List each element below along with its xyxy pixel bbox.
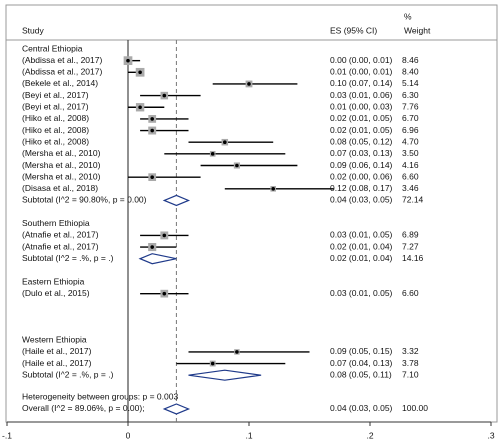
weight: 3.50 — [402, 148, 419, 158]
point-estimate — [223, 140, 227, 144]
study-label: (Haile et al., 2017) — [22, 346, 92, 356]
study-label: Overall (I^2 = 89.06%, p = 0.00); — [22, 403, 145, 413]
es-ci: 0.03 (0.01, 0.05) — [330, 288, 393, 298]
x-tick-label: .3 — [487, 430, 494, 440]
es-ci: 0.02 (0.01, 0.04) — [330, 241, 393, 251]
study-label: (Atnafie et al., 2017) — [22, 230, 99, 240]
study-label: (Bekele et al., 2014) — [22, 78, 98, 88]
x-tick-label: -.1 — [2, 430, 12, 440]
study-label: Subtotal (I^2 = .%, p = .) — [22, 253, 114, 263]
point-estimate — [210, 361, 215, 366]
es-ci: 0.03 (0.01, 0.06) — [330, 90, 393, 100]
x-tick-label: 0 — [126, 430, 131, 440]
point-estimate — [235, 163, 239, 168]
pooled-diamond — [162, 403, 191, 415]
header-study: Study — [22, 25, 44, 35]
study-label: (Beyi et al., 2017) — [22, 102, 89, 112]
study-label: (Mersha et al., 2010) — [22, 160, 101, 170]
study-label: Subtotal (I^2 = 90.80%, p = 0.00) — [22, 195, 147, 205]
weight: 6.96 — [402, 125, 419, 135]
es-ci: 0.09 (0.05, 0.15) — [330, 346, 393, 356]
pooled-diamond — [138, 253, 177, 265]
pooled-diamond — [162, 194, 191, 207]
header-es: ES (95% CI) — [330, 25, 377, 35]
point-estimate — [138, 70, 142, 75]
heterogeneity: Heterogeneity between groups: p = 0.003 — [22, 392, 178, 402]
es-ci: 0.04 (0.03, 0.05) — [330, 403, 393, 413]
group-label: Western Ethiopia — [22, 335, 87, 345]
es-ci: 0.02 (0.01, 0.04) — [330, 253, 393, 263]
study-label: (Abdissa et al., 2017) — [22, 67, 102, 77]
es-ci: 0.04 (0.03, 0.05) — [330, 195, 393, 205]
study-label: (Beyi et al., 2017) — [22, 90, 89, 100]
weight: 7.10 — [402, 369, 419, 379]
point-estimate — [271, 187, 276, 191]
weight: 6.89 — [402, 230, 419, 240]
es-ci: 0.07 (0.03, 0.13) — [330, 148, 393, 158]
point-estimate — [247, 82, 251, 86]
weight: 4.16 — [402, 160, 419, 170]
es-ci: 0.08 (0.05, 0.11) — [330, 369, 392, 379]
point-estimate — [150, 117, 154, 121]
study-label: (Disasa et al., 2018) — [22, 183, 98, 193]
weight: 6.60 — [402, 171, 419, 181]
weight: 14.16 — [402, 253, 424, 263]
weight: 6.30 — [402, 90, 419, 100]
weight: 72.14 — [402, 195, 424, 205]
point-estimate — [235, 350, 239, 354]
study-label: Subtotal (I^2 = .%, p = .) — [22, 369, 114, 379]
study-label: (Abdissa et al., 2017) — [22, 55, 102, 65]
weight: 6.60 — [402, 288, 419, 298]
weight: 7.76 — [402, 102, 419, 112]
study-label: (Haile et al., 2017) — [22, 358, 92, 368]
point-estimate — [210, 152, 215, 156]
weight: 5.14 — [402, 78, 419, 88]
es-ci: 0.09 (0.06, 0.14) — [330, 160, 393, 170]
es-ci: 0.10 (0.07, 0.14) — [330, 78, 393, 88]
point-estimate — [126, 58, 130, 63]
point-estimate — [162, 93, 167, 98]
weight: 3.78 — [402, 358, 419, 368]
weight: 7.27 — [402, 241, 419, 251]
es-ci: 0.03 (0.01, 0.05) — [330, 230, 393, 240]
es-ci: 0.01 (0.00, 0.01) — [330, 67, 393, 77]
es-ci: 0.00 (0.00, 0.01) — [330, 55, 393, 65]
point-estimate — [150, 128, 154, 133]
x-tick-label: .1 — [245, 430, 252, 440]
weight: 6.70 — [402, 113, 419, 123]
es-ci: 0.02 (0.01, 0.05) — [330, 125, 393, 135]
point-estimate — [138, 105, 142, 110]
es-ci: 0.08 (0.05, 0.12) — [330, 136, 393, 146]
point-estimate — [162, 291, 167, 296]
header-weight: Weight — [404, 25, 431, 35]
group-label: Southern Ethiopia — [22, 218, 90, 228]
es-ci: 0.07 (0.04, 0.13) — [330, 358, 393, 368]
study-label: (Mersha et al., 2010) — [22, 171, 101, 181]
es-ci: 0.02 (0.00, 0.06) — [330, 171, 393, 181]
point-estimate — [150, 245, 154, 249]
weight: 8.46 — [402, 55, 419, 65]
es-ci: 0.01 (0.00, 0.03) — [330, 102, 393, 112]
header-pct: % — [404, 11, 412, 21]
study-label: (Dulo et al., 2015) — [22, 288, 90, 298]
study-label: (Hiko et al., 2008) — [22, 113, 89, 123]
weight: 3.32 — [402, 346, 419, 356]
weight: 100.00 — [402, 403, 428, 413]
point-estimate — [150, 175, 154, 179]
x-tick-label: .2 — [366, 430, 373, 440]
study-label: (Hiko et al., 2008) — [22, 136, 89, 146]
study-label: (Mersha et al., 2010) — [22, 148, 101, 158]
pooled-diamond — [188, 369, 262, 381]
group-label: Eastern Ethiopia — [22, 276, 85, 286]
weight: 4.70 — [402, 136, 419, 146]
es-ci: 0.12 (0.08, 0.17) — [330, 183, 393, 193]
es-ci: 0.02 (0.01, 0.05) — [330, 113, 393, 123]
study-label: (Atnafie et al., 2017) — [22, 241, 99, 251]
weight: 3.46 — [402, 183, 419, 193]
weight: 8.40 — [402, 67, 419, 77]
point-estimate — [162, 233, 167, 238]
group-label: Central Ethiopia — [22, 43, 83, 53]
study-label: (Hiko et al., 2008) — [22, 125, 89, 135]
